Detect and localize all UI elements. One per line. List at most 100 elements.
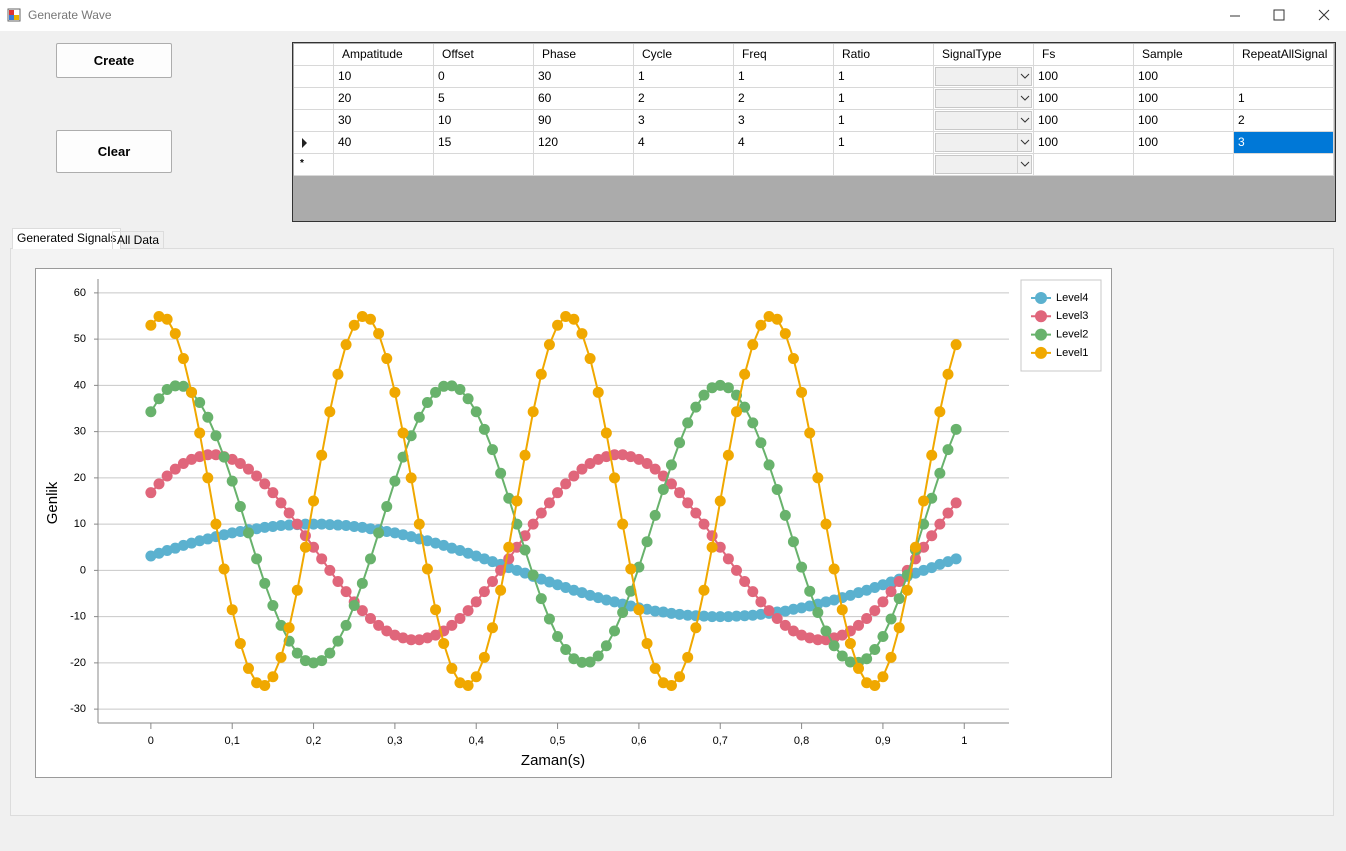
legend: Level4 Level3 Level2 Level1 <box>1020 279 1102 372</box>
data-point <box>885 651 897 663</box>
combo-cell[interactable] <box>934 66 1034 88</box>
cell[interactable]: 1 <box>834 110 934 132</box>
cell[interactable]: 100 <box>1034 132 1134 154</box>
data-point <box>633 604 645 616</box>
column-header[interactable]: Ampatitude <box>334 44 434 66</box>
combo-cell[interactable] <box>934 110 1034 132</box>
cell[interactable] <box>834 154 934 176</box>
data-point <box>373 527 385 539</box>
cell[interactable]: 30 <box>534 66 634 88</box>
cell[interactable]: 30 <box>334 110 434 132</box>
cell[interactable] <box>1234 154 1334 176</box>
cell[interactable]: 1 <box>734 66 834 88</box>
cell[interactable]: 60 <box>534 88 634 110</box>
data-point <box>877 596 889 608</box>
data-point <box>747 417 759 429</box>
cell[interactable] <box>734 154 834 176</box>
create-button[interactable]: Create <box>56 43 172 78</box>
cell[interactable]: 120 <box>534 132 634 154</box>
cell[interactable]: 1 <box>834 132 934 154</box>
data-point <box>869 643 881 655</box>
data-point <box>869 680 881 692</box>
close[interactable] <box>1318 9 1330 21</box>
cell[interactable]: 3 <box>1234 132 1334 154</box>
cell[interactable] <box>1134 154 1234 176</box>
data-point <box>722 449 734 461</box>
cell[interactable]: 100 <box>1134 66 1234 88</box>
cell[interactable]: 2 <box>734 88 834 110</box>
data-point <box>234 501 246 513</box>
cell[interactable]: 90 <box>534 110 634 132</box>
data-point <box>942 444 954 456</box>
combo-box[interactable] <box>935 132 1033 152</box>
row-header[interactable] <box>294 110 334 132</box>
cell[interactable] <box>434 154 534 176</box>
combo-cell[interactable] <box>934 132 1034 154</box>
cell[interactable] <box>534 154 634 176</box>
row-header[interactable]: * <box>294 154 334 176</box>
column-header[interactable]: Phase <box>534 44 634 66</box>
data-grid[interactable]: Ampatitude Offset Phase Cycle Freq Ratio Signa… <box>292 42 1336 222</box>
row-header[interactable] <box>294 132 334 154</box>
cell[interactable]: 10 <box>334 66 434 88</box>
cell[interactable]: 10 <box>434 110 534 132</box>
combo-box[interactable] <box>935 110 1033 130</box>
cell[interactable]: 4 <box>734 132 834 154</box>
data-point <box>690 622 702 634</box>
cell[interactable]: 1 <box>1234 88 1334 110</box>
combo-cell[interactable] <box>934 88 1034 110</box>
cell[interactable]: 1 <box>634 66 734 88</box>
cell[interactable]: 40 <box>334 132 434 154</box>
data-point <box>796 386 808 398</box>
legend-label: Level4 <box>1056 292 1088 304</box>
cell[interactable]: 3 <box>634 110 734 132</box>
tab[interactable]: Generated Signals <box>12 228 122 249</box>
clear-button[interactable]: Clear <box>56 130 172 173</box>
row-header[interactable] <box>294 66 334 88</box>
column-header[interactable]: Ratio <box>834 44 934 66</box>
cell[interactable]: 15 <box>434 132 534 154</box>
row-header[interactable] <box>294 88 334 110</box>
data-point <box>731 564 743 576</box>
data-point <box>584 656 596 668</box>
combo-box[interactable] <box>935 154 1033 174</box>
column-header[interactable]: Fs <box>1034 44 1134 66</box>
cell[interactable]: 1 <box>834 88 934 110</box>
tab[interactable]: All Data <box>112 231 165 249</box>
cell[interactable]: 0 <box>434 66 534 88</box>
cell[interactable]: 100 <box>1034 66 1134 88</box>
cell[interactable]: 20 <box>334 88 434 110</box>
column-header[interactable]: SignalType <box>934 44 1034 66</box>
column-header[interactable]: Sample <box>1134 44 1234 66</box>
cell[interactable]: 100 <box>1034 88 1134 110</box>
column-header[interactable]: Freq <box>734 44 834 66</box>
combo-box[interactable] <box>935 88 1033 108</box>
cell[interactable]: 2 <box>1234 110 1334 132</box>
cell[interactable] <box>1034 154 1134 176</box>
column-header[interactable]: RepeatAllSignal <box>1234 44 1334 66</box>
cell[interactable]: 4 <box>634 132 734 154</box>
cell[interactable]: 5 <box>434 88 534 110</box>
data-point <box>527 406 539 418</box>
data-point <box>950 339 962 351</box>
column-header[interactable]: Offset <box>434 44 534 66</box>
combo-box[interactable] <box>935 66 1033 86</box>
cell[interactable]: 1 <box>834 66 934 88</box>
combo-cell[interactable] <box>934 154 1034 176</box>
column-header[interactable]: Cycle <box>634 44 734 66</box>
cell[interactable]: 100 <box>1134 88 1234 110</box>
data-point <box>275 520 287 532</box>
data-point <box>356 577 368 589</box>
cell[interactable]: 100 <box>1034 110 1134 132</box>
data-point <box>324 406 336 418</box>
cell[interactable]: 2 <box>634 88 734 110</box>
data-point <box>600 640 612 652</box>
cell[interactable] <box>634 154 734 176</box>
cell[interactable]: 100 <box>1134 110 1234 132</box>
cell[interactable] <box>1234 66 1334 88</box>
maximize[interactable] <box>1273 9 1285 21</box>
cell[interactable] <box>334 154 434 176</box>
cell[interactable]: 3 <box>734 110 834 132</box>
cell[interactable]: 100 <box>1134 132 1234 154</box>
data-point <box>836 629 848 641</box>
